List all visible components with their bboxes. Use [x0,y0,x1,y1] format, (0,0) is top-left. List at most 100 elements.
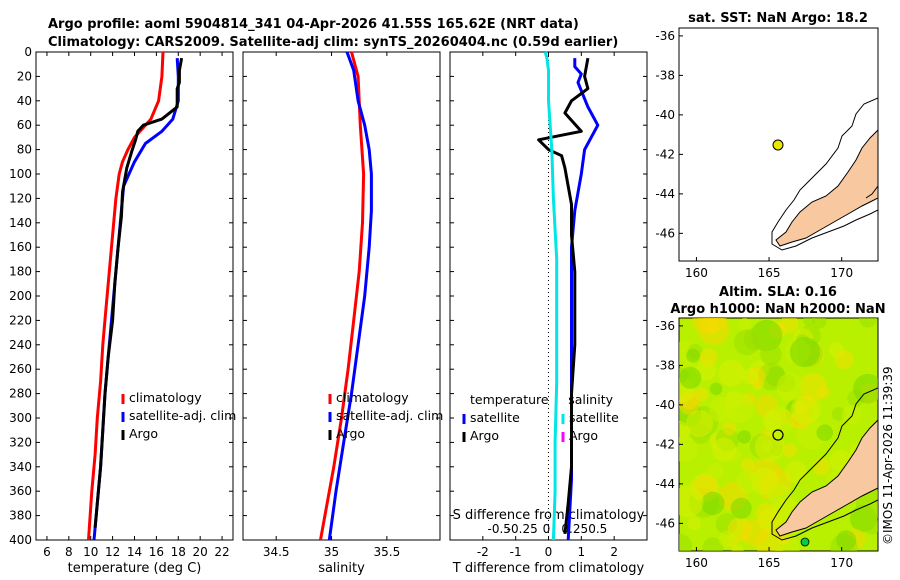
x-tick-label: 20 [193,545,208,559]
sla-patch [730,497,752,519]
sla-patch [836,530,857,551]
sla-patch [733,329,760,356]
map-x-tick-label: 170 [830,556,853,570]
map-y-tick-label: -40 [655,398,675,412]
sla-patch [812,458,831,476]
map-y-tick-label: -38 [655,358,675,372]
s-tick-label: -0.5 [488,522,511,536]
x-tick-label: 22 [214,545,229,559]
y-tick-label: 400 [9,533,32,547]
s-tick-label: 0 [543,522,551,536]
map-x-tick-label: 160 [685,266,708,280]
map-y-tick-label: -42 [655,437,675,451]
series-argo [93,57,184,528]
map-y-tick-label: -46 [655,516,675,530]
y-tick-label: 320 [9,435,32,449]
y-tick-label: 60 [17,118,32,132]
x-axis-label: temperature (deg C) [68,561,202,576]
y-tick-label: 240 [9,338,32,352]
title-line-1: Argo profile: aoml 5904814_341 04-Apr-20… [48,17,579,32]
sst-land [775,129,878,247]
x-tick-label: 34.5 [263,545,290,559]
y-tick-label: 140 [9,216,32,230]
map-y-tick-label: -36 [655,319,675,333]
sla-patch [702,537,724,551]
sla-patch [679,366,702,389]
legend-label: Argo [569,428,598,443]
map-x-tick-label: 165 [758,556,781,570]
series-salinity-satellite [543,51,559,541]
sla-patch [679,485,704,518]
x-tick-label: 1 [578,545,586,559]
sla-patch [709,382,723,396]
map-y-tick-label: -42 [655,147,675,161]
y-tick-label: 100 [9,167,32,181]
x-tick-label: 16 [149,545,164,559]
sla-shelf-contour [771,387,878,541]
sla-patch [711,437,737,462]
y-tick-label: 280 [9,387,32,401]
sla-patch [736,470,760,494]
sla-patch [740,457,755,472]
sla-patch [789,337,820,368]
legend-label: satellite [569,410,619,425]
legend-label: Argo [129,426,158,441]
y-tick-label: 80 [17,143,32,157]
y-tick-label: 260 [9,362,32,376]
map-x-tick-label: 165 [758,266,781,280]
x-tick-label: 35 [324,545,339,559]
legend-label: Argo [470,428,499,443]
sla-patch [679,533,692,551]
map-y-tick-label: -44 [655,187,675,201]
y-tick-label: 300 [9,411,32,425]
salinity-chart: 34.5 35 35.5 salinity climatology satellite-a… [242,51,443,576]
map-y-tick-label: -40 [655,108,675,122]
sla-map-title: Altim. SLA: 0.16 [719,285,837,300]
map-y-tick-label: -44 [655,477,675,491]
sla-map: 160 165 170 -36 -38 -40 -42 -44 -46 [655,317,879,570]
sla-argo-marker [772,429,784,441]
sla-patch [784,461,807,483]
s-tick-label: -0.25 [507,522,538,536]
x-axis-label: T difference from climatology [452,561,645,576]
title-line-2: Climatology: CARS2009. Satellite-adj cli… [48,35,618,50]
sla-patch [811,318,827,329]
sst-map: 160 165 170 -36 -38 -40 -42 -44 -46 [655,27,879,280]
sla-patch [762,410,783,431]
sla-patch [799,372,828,401]
sla-patch [858,318,878,328]
sla-patch [841,404,862,425]
sla-patch [782,442,797,458]
sla-patch [718,530,736,548]
series-temperature-argo [537,57,590,535]
sla-patch [742,367,760,385]
sla-patch [760,343,782,366]
temperature-chart: 0 20 40 60 80 100 120 140 160 180 200 220 240 260 280 3… [9,45,236,576]
legend-label: satellite-adj. clim [129,408,236,423]
legend-label: climatology [129,390,202,405]
legend-label: climatology [336,390,409,405]
x-tick-label: -2 [477,545,489,559]
sla-patch [687,516,702,531]
series-climatology [319,51,366,541]
sla-patch [692,318,720,335]
y-tick-label: 180 [9,265,32,279]
sla-patch [761,439,774,453]
x-tick-label: 12 [105,545,120,559]
sla-patch [722,421,737,436]
y-tick-label: 160 [9,240,32,254]
y-tick-label: 200 [9,289,32,303]
y-tick-label: 340 [9,460,32,474]
sla-patch [776,372,805,401]
y-tick-label: 380 [9,509,32,523]
y-tick-label: 360 [9,484,32,498]
s-axis-label: S difference from climatology [453,508,645,523]
x-tick-label: 6 [43,545,51,559]
sla-island [800,537,810,547]
series-satellite-adj-clim [327,51,373,541]
sla-patch [737,430,752,444]
x-tick-label: 8 [65,545,73,559]
y-tick-label: 0 [24,45,32,59]
legend-label: Argo [336,426,365,441]
timestamp: ©IMOS 11-Apr-2026 11:39:39 [881,366,895,545]
